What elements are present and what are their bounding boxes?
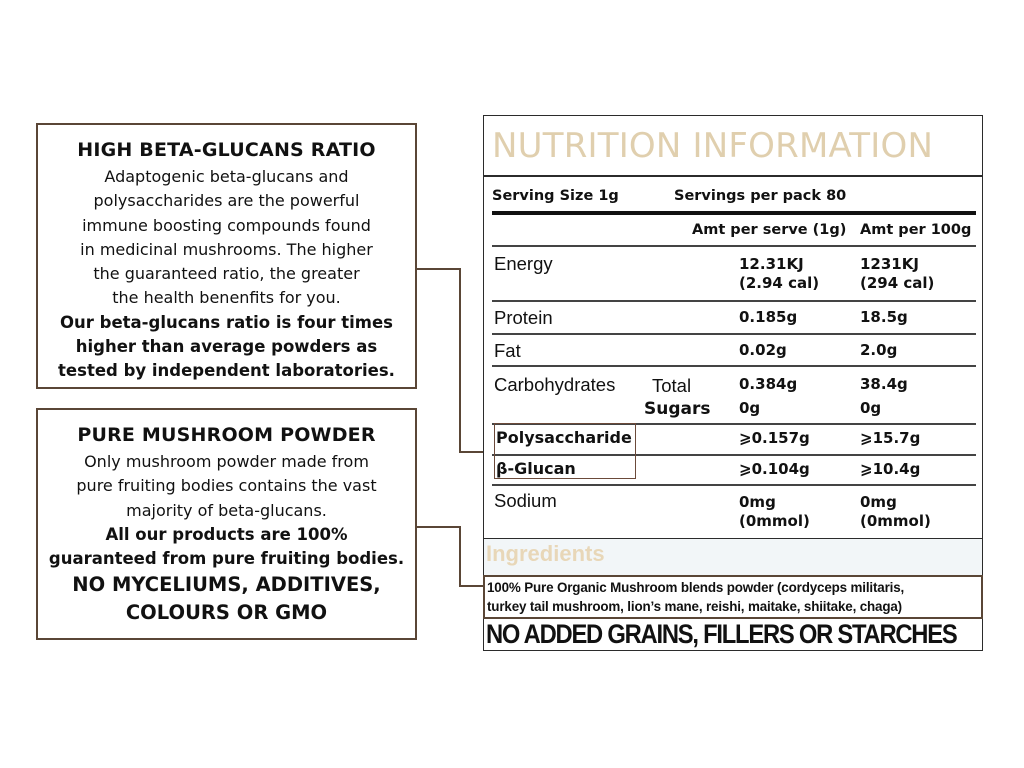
col-header-serve: Amt per serve (1g) — [692, 222, 847, 238]
sodium-label: Sodium — [494, 490, 557, 511]
sodium-serve: 0mg — [739, 493, 776, 511]
divider — [492, 365, 976, 367]
nutrition-title: NUTRITION INFORMATION — [492, 126, 934, 166]
callout-bold-line: tested by independent laboratories. — [58, 361, 395, 381]
energy-per100: 1231KJ — [860, 255, 919, 273]
divider — [492, 300, 976, 302]
col-header-100g: Amt per 100g — [860, 222, 972, 238]
servings-per-pack: Servings per pack 80 — [674, 188, 847, 204]
connector-line — [417, 526, 461, 528]
ingredients-line: turkey tail mushroom, lion’s mane, reish… — [487, 599, 902, 614]
beta-glucan-per100: ⩾10.4g — [860, 460, 921, 478]
callout-bold-line: Our beta-glucans ratio is four times — [60, 312, 393, 332]
ingredients-line: 100% Pure Organic Mushroom blends powder… — [487, 580, 905, 595]
energy-serve-cal: (2.94 cal) — [739, 274, 820, 292]
connector-line — [417, 268, 461, 270]
energy-serve: 12.31KJ — [739, 255, 804, 273]
ingredients-header: Ingredients — [483, 539, 983, 575]
divider — [484, 175, 982, 177]
protein-label: Protein — [494, 307, 553, 328]
sodium-per100-mmol: (0mmol) — [860, 512, 931, 530]
connector-line — [459, 526, 461, 587]
callout-line: immune boosting compounds found — [82, 215, 371, 235]
callout-bold-line: guaranteed from pure fruiting bodies. — [48, 549, 405, 569]
divider — [492, 211, 976, 215]
beta-glucan-highlight-box — [494, 423, 636, 479]
footer-banner: NO ADDED GRAINS, FILLERS OR STARCHES — [483, 619, 983, 651]
divider — [492, 245, 976, 247]
carbs-sugars-serve: 0g — [739, 399, 761, 417]
connector-line — [459, 585, 485, 587]
divider — [492, 484, 976, 486]
protein-serve: 0.185g — [739, 308, 798, 326]
fat-label: Fat — [494, 340, 521, 361]
fat-serve: 0.02g — [739, 341, 787, 359]
energy-per100-cal: (294 cal) — [860, 274, 935, 292]
ingredients-title: Ingredients — [486, 541, 605, 566]
callout-line: Adaptogenic beta-glucans and — [104, 167, 349, 186]
carbs-label: Carbohydrates — [494, 374, 616, 395]
protein-per100: 18.5g — [860, 308, 908, 326]
callout-line: in medicinal mushrooms. The higher — [80, 239, 373, 259]
carbs-total-per100: 38.4g — [860, 375, 908, 393]
polysaccharide-per100: ⩾15.7g — [860, 429, 921, 447]
beta-glucan-label: β-Glucan — [496, 459, 576, 478]
beta-glucans-callout: HIGH BETA-GLUCANS RATIO Adaptogenic beta… — [36, 123, 417, 389]
callout-bold-line: All our products are 100% — [105, 524, 348, 544]
divider — [492, 454, 976, 456]
connector-line — [459, 451, 495, 453]
energy-label: Energy — [494, 253, 553, 274]
callout-line: Only mushroom powder made from — [84, 452, 369, 471]
connector-line — [459, 268, 461, 452]
sodium-serve-mmol: (0mmol) — [739, 512, 810, 530]
callout-line: majority of beta-glucans. — [126, 500, 327, 520]
ingredients-text: 100% Pure Organic Mushroom blends powder… — [487, 578, 904, 616]
callout-line: polysaccharides are the powerful — [93, 191, 360, 211]
callout-heading: HIGH BETA-GLUCANS RATIO — [77, 139, 376, 161]
callout-heading: PURE MUSHROOM POWDER — [77, 424, 376, 446]
pure-powder-callout: PURE MUSHROOM POWDER Only mushroom powde… — [36, 408, 417, 640]
beta-glucan-serve: ⩾0.104g — [739, 460, 810, 478]
carbs-total-serve: 0.384g — [739, 375, 798, 393]
ingredients-box: 100% Pure Organic Mushroom blends powder… — [483, 575, 983, 619]
callout-caps-line: COLOURS OR GMO — [125, 601, 328, 625]
carbs-sugars-per100: 0g — [860, 399, 882, 417]
sodium-per100: 0mg — [860, 493, 897, 511]
carbs-total-label: Total — [652, 375, 692, 396]
no-additives-banner: NO ADDED GRAINS, FILLERS OR STARCHES — [486, 619, 958, 649]
callout-line: the health benenfits for you. — [112, 288, 341, 308]
divider — [492, 333, 976, 335]
carbs-sugars-label: Sugars — [644, 399, 711, 419]
divider — [492, 423, 976, 425]
callout-line: the guaranteed ratio, the greater — [93, 264, 360, 284]
callout-caps-line: NO MYCELIUMS, ADDITIVES, — [72, 573, 381, 597]
polysaccharide-label: Polysaccharide — [496, 428, 632, 447]
polysaccharide-serve: ⩾0.157g — [739, 429, 810, 447]
fat-per100: 2.0g — [860, 341, 898, 359]
callout-line: pure fruiting bodies contains the vast — [76, 476, 377, 496]
nutrition-panel: NUTRITION INFORMATION Serving Size 1g Se… — [483, 115, 983, 539]
callout-bold-line: higher than average powders as — [75, 337, 378, 357]
serving-size: Serving Size 1g — [492, 188, 619, 204]
